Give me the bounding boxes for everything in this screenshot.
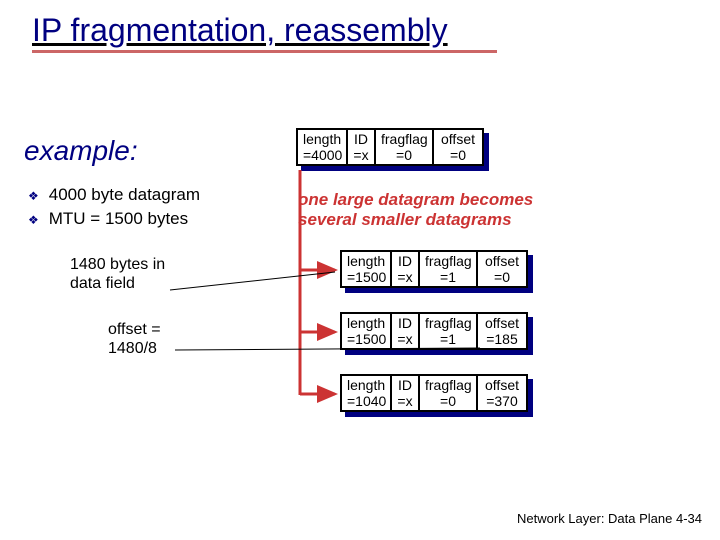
packet-fragment-2: length=1500 ID=x fragflag=1 offset=185 [340,312,528,350]
example-heading: example: [24,135,138,167]
cell-id: ID=x [348,130,376,164]
cell-fragflag: fragflag=0 [420,376,478,410]
cell-fragflag: fragflag=1 [420,252,478,286]
packet-row: length=1040 ID=x fragflag=0 offset=370 [340,374,528,412]
annotation-bytes-in-field: 1480 bytes in data field [70,255,165,293]
cell-offset: offset=185 [478,314,526,348]
cell-offset: offset=0 [478,252,526,286]
annotation-line: 1480/8 [108,340,157,357]
cell-id: ID=x [392,252,420,286]
cell-id: ID=x [392,314,420,348]
page-title: IP fragmentation, reassembly [32,12,448,49]
slide-footer: Network Layer: Data Plane 4-34 [517,511,702,526]
annotation-line: offset = [108,321,161,338]
cell-fragflag: fragflag=0 [376,130,434,164]
packet-row: length=1500 ID=x fragflag=1 offset=0 [340,250,528,288]
title-accent-underline [32,50,497,53]
cell-length: length=1500 [342,314,392,348]
bullet-item: MTU = 1500 bytes [28,209,200,229]
bullet-list: 4000 byte datagram MTU = 1500 bytes [28,185,200,233]
bullet-item: 4000 byte datagram [28,185,200,205]
diagram-caption: one large datagram becomes several small… [298,190,533,231]
cell-offset: offset=370 [478,376,526,410]
packet-original: length=4000 ID=x fragflag=0 offset=0 [296,128,484,166]
cell-id: ID=x [392,376,420,410]
caption-line: one large datagram becomes [298,190,533,209]
packet-row: length=4000 ID=x fragflag=0 offset=0 [296,128,484,166]
cell-fragflag: fragflag=1 [420,314,478,348]
cell-length: length=1500 [342,252,392,286]
packet-fragment-3: length=1040 ID=x fragflag=0 offset=370 [340,374,528,412]
caption-line: several smaller datagrams [298,210,512,229]
packet-fragment-1: length=1500 ID=x fragflag=1 offset=0 [340,250,528,288]
cell-length: length=4000 [298,130,348,164]
annotation-line: 1480 bytes in [70,256,165,273]
annotation-offset-calc: offset = 1480/8 [108,320,161,358]
cell-offset: offset=0 [434,130,482,164]
annotation-line: data field [70,275,135,292]
packet-row: length=1500 ID=x fragflag=1 offset=185 [340,312,528,350]
cell-length: length=1040 [342,376,392,410]
